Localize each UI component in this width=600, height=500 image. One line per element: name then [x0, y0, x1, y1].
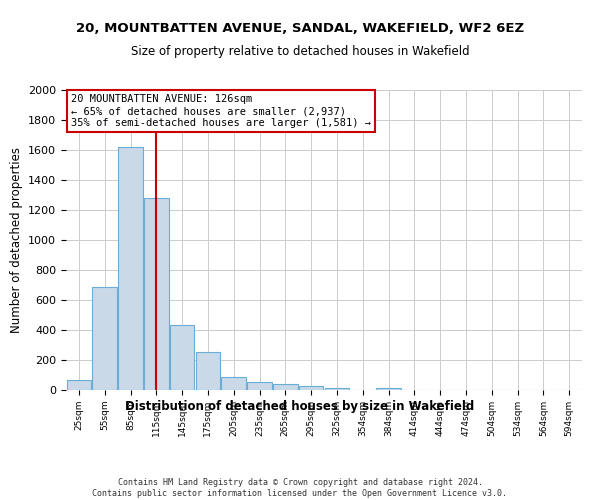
- Bar: [118, 147, 143, 390]
- Text: 20 MOUNTBATTEN AVENUE: 126sqm
← 65% of detached houses are smaller (2,937)
35% o: 20 MOUNTBATTEN AVENUE: 126sqm ← 65% of d…: [71, 94, 371, 128]
- Text: Contains HM Land Registry data © Crown copyright and database right 2024.
Contai: Contains HM Land Registry data © Crown c…: [92, 478, 508, 498]
- Bar: [221, 376, 246, 390]
- Bar: [247, 382, 272, 390]
- Text: 20, MOUNTBATTEN AVENUE, SANDAL, WAKEFIELD, WF2 6EZ: 20, MOUNTBATTEN AVENUE, SANDAL, WAKEFIEL…: [76, 22, 524, 36]
- Text: Size of property relative to detached houses in Wakefield: Size of property relative to detached ho…: [131, 45, 469, 58]
- Bar: [376, 388, 401, 390]
- Y-axis label: Number of detached properties: Number of detached properties: [10, 147, 23, 333]
- Bar: [67, 380, 91, 390]
- Bar: [273, 384, 298, 390]
- Text: Distribution of detached houses by size in Wakefield: Distribution of detached houses by size …: [125, 400, 475, 413]
- Bar: [299, 386, 323, 390]
- Bar: [325, 388, 349, 390]
- Bar: [170, 325, 194, 390]
- Bar: [144, 198, 169, 390]
- Bar: [92, 286, 117, 390]
- Bar: [196, 352, 220, 390]
